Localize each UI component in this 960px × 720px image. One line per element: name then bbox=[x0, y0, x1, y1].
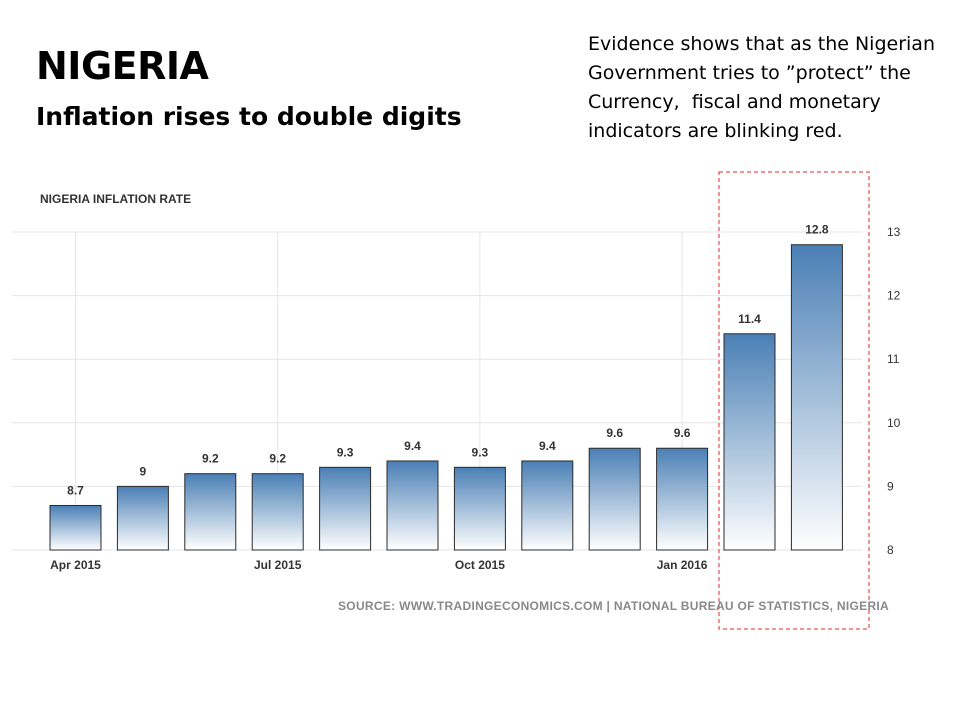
x-tick-label: Jan 2016 bbox=[657, 558, 708, 572]
data-label: 9.4 bbox=[539, 439, 556, 453]
slide-title: NIGERIA bbox=[36, 44, 209, 88]
data-label: 8.7 bbox=[67, 483, 84, 497]
data-label: 9.2 bbox=[269, 452, 286, 466]
bars bbox=[49, 244, 843, 551]
bar-sep-2015 bbox=[386, 460, 439, 551]
x-tick-label: Jul 2015 bbox=[254, 558, 302, 572]
y-tick-label: 8 bbox=[887, 543, 894, 557]
bar-jan-2016 bbox=[656, 447, 709, 551]
data-label: 12.8 bbox=[805, 223, 829, 237]
data-label: 9.3 bbox=[472, 445, 489, 459]
bar-dec-2015 bbox=[588, 447, 641, 551]
bar-feb-2016 bbox=[723, 333, 776, 551]
bar-mar-2016 bbox=[790, 244, 843, 551]
bar-nov-2015 bbox=[521, 460, 574, 551]
slide-subtitle: Inflation rises to double digits bbox=[36, 102, 462, 131]
x-tick-label: Oct 2015 bbox=[455, 558, 505, 572]
y-axis-ticks: 8 9 10 11 12 13 bbox=[887, 225, 901, 557]
y-tick-label: 10 bbox=[887, 416, 901, 430]
data-label: 9.3 bbox=[337, 445, 354, 459]
bar-jul-2015 bbox=[251, 473, 304, 551]
commentary-line: Government tries to ”protect” the bbox=[588, 62, 911, 84]
commentary-line: indicators are blinking red. bbox=[588, 120, 843, 142]
x-axis-ticks: Apr 2015 Jul 2015 Oct 2015 Jan 2016 bbox=[50, 558, 708, 572]
highlight-box bbox=[718, 171, 870, 630]
bar-jun-2015 bbox=[184, 473, 237, 551]
commentary-line: Evidence shows that as the Nigerian bbox=[588, 33, 935, 55]
x-tick-label: Apr 2015 bbox=[50, 558, 101, 572]
data-label: 9.4 bbox=[404, 439, 421, 453]
data-label: 9 bbox=[140, 464, 147, 478]
y-tick-label: 13 bbox=[887, 225, 901, 239]
data-label: 9.2 bbox=[202, 452, 219, 466]
y-tick-label: 11 bbox=[887, 352, 900, 366]
bar-apr-2015 bbox=[49, 504, 102, 551]
y-tick-label: 12 bbox=[887, 289, 901, 303]
bar-oct-2015 bbox=[453, 466, 506, 551]
commentary-text: Evidence shows that as the Nigerian Gove… bbox=[588, 30, 960, 146]
data-label: 9.6 bbox=[606, 426, 623, 440]
data-labels: 8.7 9 9.2 9.2 9.3 9.4 9.3 9.4 9.6 9.6 11.4 12.8 bbox=[67, 223, 829, 498]
chart-title: NIGERIA INFLATION RATE bbox=[40, 192, 191, 206]
source-note: SOURCE: WWW.TRADINGECONOMICS.COM | NATIO… bbox=[338, 599, 889, 613]
y-tick-label: 9 bbox=[887, 479, 894, 493]
data-label: 11.4 bbox=[738, 312, 761, 326]
bar-aug-2015 bbox=[319, 466, 372, 551]
commentary-line: Currency, fiscal and monetary bbox=[588, 91, 881, 113]
data-label: 9.6 bbox=[674, 426, 691, 440]
bar-may-2015 bbox=[116, 485, 169, 551]
